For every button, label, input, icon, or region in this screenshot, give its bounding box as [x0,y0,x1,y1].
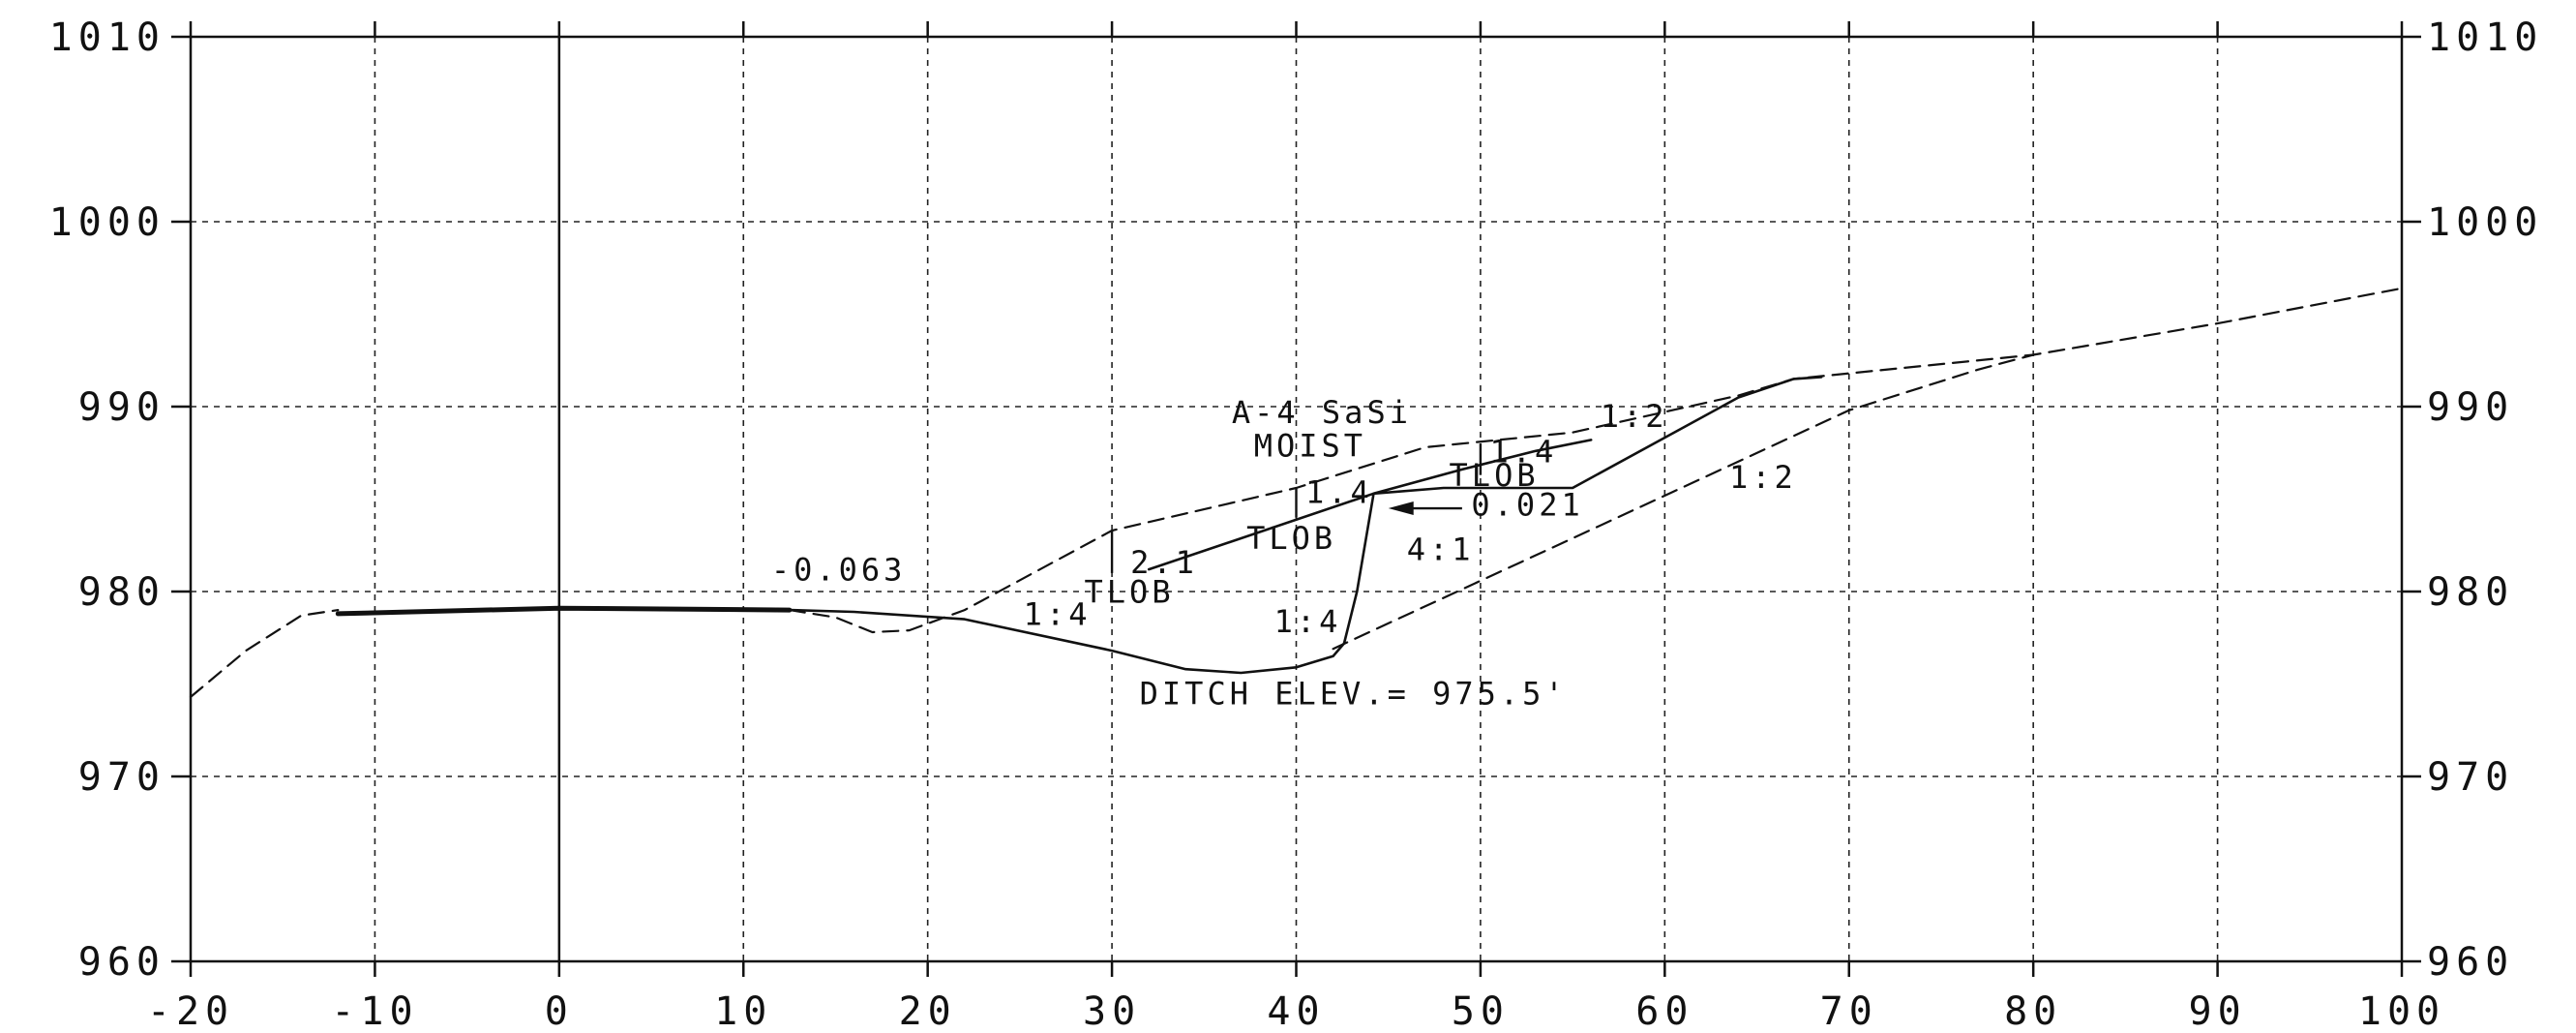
annotation-label: 1.4 [1305,473,1373,510]
annotation-label: TLOB [1085,573,1175,610]
x-tick-label: 100 [2358,989,2445,1033]
x-tick-label: 50 [1452,989,1510,1033]
axis-ticks [171,21,2421,977]
y-tick-label-left: 960 [78,940,165,985]
annotation-label: DITCH ELEV.= 975.5' [1140,676,1568,713]
annotation-label: 1:4 [1274,603,1342,640]
y-tick-label-right: 990 [2427,385,2514,430]
ground-line-dashed [788,287,2404,634]
x-tick-label: 90 [2188,989,2246,1033]
x-tick-label: 40 [1267,989,1325,1033]
annotation-label: A-4 SaSi [1232,394,1412,431]
x-tick-label: 80 [2004,989,2062,1033]
x-tick-label: -10 [331,989,418,1033]
annotation-label: 4:1 [1407,532,1475,568]
slope-arrow [1388,501,1462,516]
y-tick-label-left: 970 [78,755,165,800]
x-tick-label: -20 [147,989,234,1033]
y-tick-label-right: 980 [2427,570,2514,615]
template-line-solid [788,376,1823,675]
annotation-label: MOIST [1254,428,1366,465]
y-tick-label-left: 1000 [49,200,165,245]
x-tick-label: 70 [1820,989,1878,1033]
annotation-label: 2.1 [1130,544,1198,581]
annotation-label: 1:2 [1601,398,1668,435]
annotation-label: TLOB [1450,457,1540,494]
y-tick-label-right: 1010 [2427,15,2543,60]
annotation-label: 1:2 [1729,459,1797,496]
y-tick-label-left: 980 [78,570,165,615]
annotation-label: -0.063 [771,552,907,589]
x-tick-label: 20 [899,989,957,1033]
annotation-label: TLOB [1246,520,1336,557]
ground-line-dashed [189,608,340,699]
x-tick-label: 10 [714,989,772,1033]
y-tick-label-right: 1000 [2427,200,2543,245]
y-tick-label-right: 960 [2427,940,2514,985]
annotation-label: 1:4 [1024,595,1092,632]
template-line-solid [1147,439,1593,571]
x-tick-label: 0 [545,989,574,1033]
annotation-label: 1.4 [1489,433,1557,470]
x-tick-label: 60 [1635,989,1693,1033]
x-tick-label: 30 [1083,989,1141,1033]
profile-lines [189,287,2404,699]
ground-line-dashed [1332,353,2035,651]
y-tick-label-left: 1010 [49,15,165,60]
annotation-label: 0.021 [1471,487,1583,524]
y-tick-label-left: 990 [78,385,165,430]
grid [191,37,2402,961]
y-tick-label-right: 970 [2427,755,2514,800]
template-line-solid [335,605,793,617]
arrow-head [1388,501,1414,516]
